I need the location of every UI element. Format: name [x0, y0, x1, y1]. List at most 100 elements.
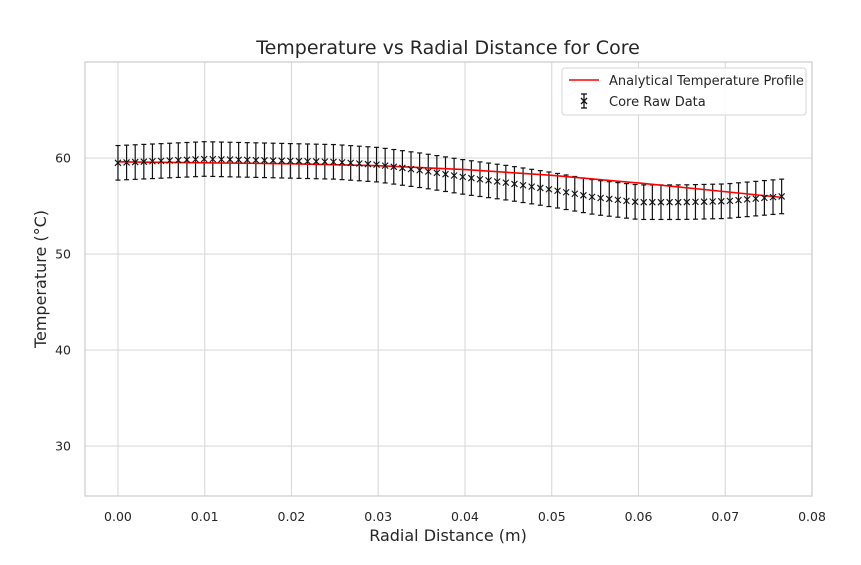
- marker-stroke: [338, 158, 346, 166]
- data-point-marker: [666, 198, 673, 206]
- marker-stroke: [726, 197, 734, 205]
- data-point-marker: [235, 156, 243, 164]
- marker-stroke: [243, 156, 251, 164]
- marker-stroke: [304, 157, 311, 165]
- marker-stroke: [278, 157, 286, 165]
- data-point-marker: [433, 169, 441, 177]
- marker-stroke: [666, 198, 673, 206]
- x-tick-label: 0.00: [104, 509, 132, 524]
- marker-stroke: [261, 156, 268, 164]
- data-point-marker: [304, 157, 311, 165]
- marker-stroke: [312, 158, 320, 165]
- marker-stroke: [295, 157, 303, 165]
- data-point-marker: [511, 180, 518, 188]
- data-point-marker: [174, 156, 182, 164]
- data-point-marker: [355, 160, 363, 167]
- legend-box: [561, 67, 807, 116]
- data-point-marker: [554, 187, 561, 195]
- marker-stroke: [683, 198, 691, 206]
- raw-data-markers: [114, 155, 786, 206]
- marker-stroke: [123, 159, 130, 166]
- marker-stroke: [355, 160, 363, 167]
- data-point-marker: [735, 196, 742, 204]
- data-point-marker: [381, 162, 389, 170]
- data-point-marker: [614, 196, 622, 204]
- data-point-marker: [717, 197, 725, 205]
- marker-stroke: [717, 197, 725, 205]
- data-point-marker: [536, 184, 544, 192]
- marker-stroke: [131, 158, 139, 166]
- marker-stroke: [692, 198, 699, 206]
- marker-stroke: [269, 157, 277, 164]
- data-point-marker: [709, 198, 717, 205]
- x-tick-labels: 0.00 0.01 0.02 0.03 0.04 0.05 0.06 0.07 0.08: [104, 509, 826, 524]
- marker-stroke: [450, 172, 458, 179]
- data-point-marker: [269, 157, 277, 164]
- marker-stroke: [183, 156, 191, 164]
- marker-stroke: [778, 193, 786, 200]
- marker-stroke: [640, 198, 648, 206]
- marker-stroke: [218, 155, 225, 163]
- marker-stroke: [623, 197, 630, 205]
- marker-stroke: [321, 158, 329, 166]
- y-tick-label: 50: [55, 247, 71, 262]
- data-point-marker: [442, 170, 449, 178]
- data-point-marker: [623, 197, 630, 205]
- data-point-marker: [321, 158, 329, 166]
- y-tick-label: 40: [55, 343, 71, 358]
- data-point-marker: [640, 198, 648, 206]
- marker-stroke: [407, 165, 415, 173]
- marker-stroke: [648, 198, 656, 206]
- data-point-marker: [743, 195, 751, 203]
- marker-stroke: [752, 195, 760, 203]
- x-tick-label: 0.02: [278, 509, 306, 524]
- chart-title: Temperature vs Radial Distance for Core: [255, 37, 640, 59]
- legend-errorbar-swatch: [580, 93, 588, 109]
- marker-stroke: [657, 198, 665, 206]
- data-point-marker: [562, 188, 570, 196]
- data-point-marker: [243, 156, 251, 164]
- data-point-marker: [761, 194, 768, 202]
- data-point-marker: [390, 163, 398, 171]
- x-axis-label: Radial Distance (m): [369, 526, 527, 545]
- data-point-marker: [364, 160, 372, 168]
- marker-stroke: [528, 183, 536, 190]
- marker-stroke: [761, 194, 768, 202]
- data-point-marker: [192, 155, 199, 163]
- marker-stroke: [554, 187, 561, 195]
- marker-stroke: [588, 193, 596, 201]
- marker-stroke: [493, 178, 501, 185]
- marker-stroke: [373, 161, 380, 169]
- data-point-marker: [597, 194, 605, 202]
- data-point-marker: [183, 156, 191, 164]
- marker-stroke: [476, 175, 484, 183]
- data-point-marker: [295, 157, 303, 165]
- marker-stroke: [459, 173, 467, 181]
- x-tick-label: 0.01: [191, 509, 219, 524]
- data-point-marker: [149, 157, 156, 165]
- data-point-marker: [450, 172, 458, 179]
- marker-stroke: [605, 195, 613, 203]
- marker-stroke: [597, 194, 605, 202]
- marker-stroke: [174, 156, 182, 164]
- marker-stroke: [614, 196, 622, 204]
- x-tick-label: 0.03: [364, 509, 392, 524]
- data-point-marker: [648, 198, 656, 206]
- marker-stroke: [192, 155, 199, 163]
- grid-lines: [85, 62, 813, 496]
- marker-stroke: [631, 198, 639, 206]
- data-point-marker: [631, 198, 639, 206]
- data-point-marker: [209, 155, 217, 163]
- y-tick-label: 60: [55, 151, 71, 166]
- data-point-marker: [407, 165, 415, 173]
- marker-stroke: [571, 190, 579, 198]
- data-point-marker: [778, 193, 786, 200]
- marker-stroke: [252, 156, 260, 164]
- data-point-marker: [476, 175, 484, 183]
- data-point-marker: [416, 166, 424, 174]
- marker-stroke: [166, 157, 174, 164]
- data-point-marker: [157, 157, 165, 165]
- marker-stroke: [502, 179, 510, 187]
- data-point-marker: [218, 155, 225, 163]
- data-point-marker: [312, 158, 320, 165]
